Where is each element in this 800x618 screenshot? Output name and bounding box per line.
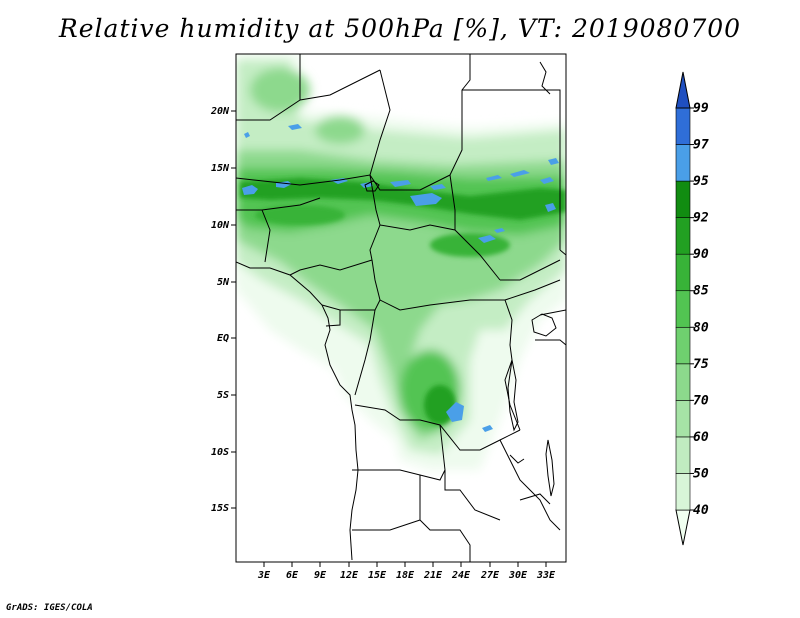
lake-malawi <box>545 439 555 497</box>
rh-shade-75-d <box>315 116 365 144</box>
humidity-field <box>236 54 566 470</box>
colorbar-label: 40 <box>693 503 709 518</box>
colorbar-segment <box>675 436 691 474</box>
colorbar-segment <box>675 473 691 511</box>
lon-label: 21E <box>423 570 443 581</box>
east-coast <box>559 249 566 256</box>
rh-shade-95-patches <box>242 124 559 432</box>
lon-label: 27E <box>480 570 500 581</box>
lon-label: 30E <box>508 570 528 581</box>
colorbar-label: 95 <box>693 174 709 189</box>
colorbar-label: 99 <box>693 101 709 116</box>
lat-label: 20N <box>210 106 230 117</box>
rh-shade-92 <box>240 178 566 220</box>
colorbar-segment <box>675 290 691 328</box>
colorbar-label: 85 <box>693 284 709 299</box>
lat-label: 15N <box>211 163 230 174</box>
lon-label: 33E <box>536 570 556 581</box>
colorbar-segment <box>675 217 691 255</box>
lon-label: 18E <box>396 570 415 581</box>
colorbar-segment <box>675 144 691 182</box>
colorbar-segment <box>675 71 691 109</box>
colorbar-label: 70 <box>693 393 709 408</box>
colorbar-label: 50 <box>693 466 709 481</box>
colorbar-label: 90 <box>693 247 709 262</box>
lon-label: 12E <box>340 570 359 581</box>
colorbar-segment <box>675 509 691 546</box>
lat-axis: 20N 15N 10N 5N EQ 5S 10S 15S <box>210 106 236 514</box>
lat-label: 10S <box>211 447 229 458</box>
colorbar: 40 50 60 70 75 80 85 90 92 95 97 99 <box>675 71 709 546</box>
lake-tanganyika <box>507 359 519 432</box>
lat-label: 5S <box>217 390 229 401</box>
colorbar-label: 92 <box>693 211 709 226</box>
lat-label: 15S <box>211 503 229 514</box>
lat-label: 5N <box>217 277 230 288</box>
colorbar-segment <box>675 107 691 145</box>
colorbar-label: 80 <box>693 320 709 335</box>
country-boundaries <box>236 54 566 562</box>
grads-credit: GrADS: IGES/COLA <box>6 603 93 613</box>
lake-victoria <box>531 313 557 337</box>
lon-label: 15E <box>368 570 387 581</box>
colorbar-label: 60 <box>693 430 709 445</box>
colorbar-segment <box>675 253 691 292</box>
colorbar-segment <box>675 180 691 218</box>
coastline <box>236 261 359 561</box>
lon-axis: 3E 6E 9E 12E 15E 18E 21E 24E 27E 30E 33E <box>257 562 556 581</box>
colorbar-segment <box>675 326 691 365</box>
lat-label: EQ <box>217 333 229 344</box>
rh-shade-75-c <box>250 68 310 112</box>
lon-label: 3E <box>257 570 271 581</box>
colorbar-segment <box>675 400 691 438</box>
lat-label: 10N <box>211 220 230 231</box>
lon-label: 6E <box>286 570 299 581</box>
chart-title: Relative humidity at 500hPa [%], VT: 201… <box>58 14 742 43</box>
rh-shade-90-d <box>255 205 345 225</box>
colorbar-segment <box>675 363 691 401</box>
lon-label: 9E <box>314 570 327 581</box>
colorbar-label: 75 <box>693 357 709 372</box>
lon-label: 24E <box>451 570 471 581</box>
lake-chad <box>364 180 380 192</box>
map-frame <box>235 53 567 563</box>
colorbar-label: 97 <box>693 138 709 153</box>
